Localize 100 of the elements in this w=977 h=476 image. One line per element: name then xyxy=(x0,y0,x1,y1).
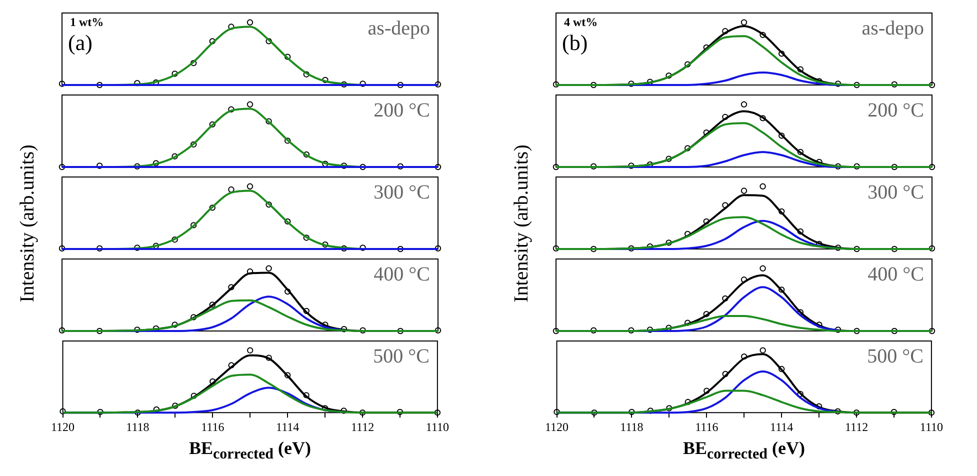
point xyxy=(797,390,804,398)
point xyxy=(96,328,103,334)
point xyxy=(190,60,197,66)
point xyxy=(284,54,291,60)
point xyxy=(96,245,103,252)
point xyxy=(928,245,936,252)
x-tick-label: 1116 xyxy=(201,420,224,434)
point xyxy=(322,76,328,84)
point xyxy=(303,308,310,314)
point xyxy=(284,288,291,295)
point xyxy=(210,378,216,385)
point xyxy=(397,328,404,334)
point xyxy=(134,410,141,416)
point xyxy=(190,141,197,148)
point xyxy=(266,201,272,208)
point xyxy=(266,38,272,44)
point xyxy=(741,353,748,360)
point xyxy=(340,81,348,88)
point xyxy=(684,320,691,326)
point xyxy=(172,236,178,243)
point xyxy=(778,286,785,293)
point xyxy=(646,326,654,333)
point xyxy=(891,81,898,88)
point xyxy=(172,402,178,409)
point xyxy=(590,82,597,88)
x-tick-label: 1120 xyxy=(50,420,75,434)
point xyxy=(628,162,634,169)
point xyxy=(704,388,710,394)
annotation: 1 wt% xyxy=(70,15,104,30)
point xyxy=(628,408,635,416)
point xyxy=(303,234,310,241)
point xyxy=(228,24,234,30)
point xyxy=(854,163,860,170)
x-tick-label: 1120 xyxy=(544,420,569,434)
point xyxy=(284,372,291,378)
point xyxy=(740,101,748,108)
point xyxy=(228,106,234,112)
point xyxy=(740,188,748,194)
point xyxy=(722,370,728,378)
point xyxy=(303,151,310,158)
point xyxy=(209,302,216,308)
point xyxy=(703,218,710,225)
point xyxy=(778,132,785,139)
point xyxy=(628,327,634,334)
point xyxy=(58,245,66,252)
point xyxy=(740,276,748,283)
annotation: 300 °C xyxy=(868,181,924,204)
point xyxy=(172,322,178,328)
point xyxy=(228,284,234,290)
point xyxy=(740,19,748,26)
point xyxy=(340,326,348,332)
x-tick-label: 1110 xyxy=(426,420,449,434)
point xyxy=(359,410,366,416)
point xyxy=(552,328,560,334)
point xyxy=(778,208,785,215)
point xyxy=(58,327,66,334)
y-axis-title: Intensity (arb.units) xyxy=(16,144,40,302)
annotation: (a) xyxy=(68,30,92,55)
point xyxy=(778,366,785,372)
point xyxy=(228,186,234,193)
annotation: as-depo xyxy=(862,17,924,40)
point xyxy=(172,153,178,160)
point xyxy=(246,268,254,275)
point xyxy=(666,156,672,162)
point xyxy=(303,71,310,78)
point xyxy=(891,164,898,170)
point xyxy=(834,244,842,251)
point xyxy=(434,327,442,334)
point xyxy=(190,392,198,399)
point xyxy=(284,218,291,225)
point xyxy=(854,328,860,334)
point xyxy=(928,82,936,88)
point xyxy=(684,398,692,406)
annotation: (b) xyxy=(562,30,588,55)
point xyxy=(590,246,597,252)
x-tick-label: 1118 xyxy=(620,420,644,434)
annotation: 400 °C xyxy=(868,263,924,286)
point xyxy=(928,328,936,334)
x-axis-title: BE$_{corrected}$ (eV) xyxy=(188,438,312,464)
point xyxy=(209,204,216,211)
point xyxy=(152,160,160,166)
point xyxy=(266,354,272,361)
point xyxy=(554,408,560,416)
point xyxy=(797,148,804,156)
point xyxy=(552,245,560,252)
annotation: 500 °C xyxy=(867,345,924,368)
annotation: as-depo xyxy=(368,17,430,40)
annotation: 300 °C xyxy=(374,181,430,204)
point xyxy=(96,82,103,88)
point xyxy=(340,245,348,252)
point xyxy=(890,408,898,416)
point xyxy=(60,408,66,414)
x-tick-label: 1114 xyxy=(770,420,794,434)
point xyxy=(703,310,710,318)
point xyxy=(134,326,140,333)
point xyxy=(778,50,785,57)
point xyxy=(760,183,766,190)
point xyxy=(590,163,597,170)
point xyxy=(190,222,197,228)
x-tick-label: 1114 xyxy=(276,420,300,434)
